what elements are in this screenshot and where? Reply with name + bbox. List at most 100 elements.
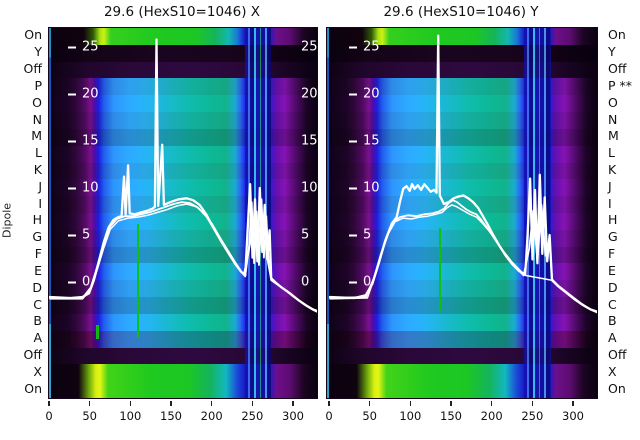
white-tick-label: 0 xyxy=(68,276,90,289)
row-label: Y xyxy=(608,43,616,59)
x-tick-mark xyxy=(409,401,412,406)
tick-number: 25 xyxy=(363,39,380,55)
row-label: X xyxy=(33,363,42,379)
white-tick-label: 0 xyxy=(349,276,371,289)
row-label: H xyxy=(608,212,618,228)
white-tick-label: 20 xyxy=(349,88,380,101)
heatmap-panel-x: 25 25 20 20 15 15 10 10 5 5 0 0 xyxy=(48,27,318,399)
row-label: N xyxy=(32,111,42,127)
row-label: J xyxy=(608,178,612,194)
row-label: E xyxy=(608,262,616,278)
row-label: C xyxy=(608,296,617,312)
tick-dash-icon xyxy=(68,140,76,142)
row-label: On xyxy=(608,27,626,43)
tick-dash-icon xyxy=(349,281,357,283)
row-label: X xyxy=(608,363,617,379)
tick-number: 0 xyxy=(82,274,91,290)
x-tick-label: 0 xyxy=(325,409,333,423)
x-tick-label: 250 xyxy=(521,409,544,423)
overlay-trace-trace-2 xyxy=(49,198,317,312)
row-label: G xyxy=(32,228,42,244)
row-label: Off xyxy=(608,346,627,362)
x-tick-mark xyxy=(48,401,50,406)
row-label: M xyxy=(31,128,42,144)
tick-dash-icon xyxy=(349,234,357,236)
row-label: On xyxy=(24,380,42,396)
tick-number: 25 xyxy=(82,39,99,55)
tick-number: 10 xyxy=(363,180,380,196)
row-label: J xyxy=(38,178,42,194)
tick-dash-icon xyxy=(68,187,76,189)
heatmap-panel-y: 25 20 15 10 5 0 xyxy=(326,27,598,399)
row-label: A xyxy=(608,329,617,345)
tick-number: 5 xyxy=(363,227,372,243)
x-tick-mark xyxy=(572,401,574,406)
row-label: B xyxy=(33,313,42,329)
row-label: G xyxy=(608,228,618,244)
tick-number: 5 xyxy=(82,227,91,243)
row-label: O xyxy=(608,94,618,110)
row-label: N xyxy=(608,111,618,127)
overlay-trace-trace-3 xyxy=(49,203,317,313)
overlay-trace-trace-main xyxy=(49,38,317,313)
x-axis-right: 0 50 100 150 200 250 300 xyxy=(325,397,596,433)
row-label: M xyxy=(608,128,619,144)
tick-dash-icon xyxy=(349,140,357,142)
right-row-label-column: On Y Off P ** O N M L K J I H G F E D C B A Off X On xyxy=(606,27,640,397)
right-panel-title: 29.6 (HexS10=1046) Y xyxy=(383,4,539,20)
row-label: P ** xyxy=(608,77,633,93)
x-tick-label: 50 xyxy=(362,409,377,423)
x-tick-label: 250 xyxy=(241,409,264,423)
x-tick-label: 200 xyxy=(480,409,503,423)
row-label: On xyxy=(608,380,626,396)
first-column-line xyxy=(327,28,329,398)
tick-dash-icon xyxy=(349,187,357,189)
tick-number: 10 xyxy=(82,180,99,196)
tick-dash-icon xyxy=(68,281,76,283)
white-tick-label: 15 xyxy=(349,135,380,148)
x-tick-mark xyxy=(450,401,452,406)
x-tick-mark xyxy=(292,401,294,406)
row-label: K xyxy=(33,161,42,177)
row-label: O xyxy=(32,94,42,110)
row-label: I xyxy=(38,195,42,211)
green-accent-mark xyxy=(95,325,99,339)
x-tick-label: 150 xyxy=(160,409,182,423)
white-tick-label-right: 20 xyxy=(301,86,318,102)
x-tick-mark xyxy=(88,401,91,406)
tick-dash-icon xyxy=(68,234,76,236)
white-tick-label: 5 xyxy=(68,229,90,242)
white-tick-label: 5 xyxy=(349,229,371,242)
row-label: F xyxy=(34,245,42,261)
x-tick-label: 200 xyxy=(200,409,223,423)
row-label: K xyxy=(608,161,617,177)
row-label: A xyxy=(33,329,42,345)
tick-number: 15 xyxy=(82,133,99,149)
white-tick-label-right: 10 xyxy=(301,180,318,196)
white-tick-label: 10 xyxy=(68,182,99,195)
x-tick-mark xyxy=(170,401,172,406)
row-label: L xyxy=(35,144,42,160)
x-tick-mark xyxy=(328,401,330,406)
x-tick-mark xyxy=(368,401,371,406)
white-tick-label-right: 15 xyxy=(301,133,318,149)
tick-dash-icon xyxy=(349,46,357,48)
x-tick-label: 300 xyxy=(282,409,304,423)
x-tick-label: 0 xyxy=(45,409,53,423)
tick-dash-icon xyxy=(68,46,76,48)
tick-dash-icon xyxy=(68,93,76,95)
overlay-trace-trace-main xyxy=(328,34,597,313)
left-row-label-column: On Y Off P O N M L K J I H G F E D C B A Off X On xyxy=(0,27,44,397)
x-tick-mark xyxy=(251,401,254,406)
left-panel-title: 29.6 (HexS10=1046) X xyxy=(103,4,261,20)
x-axis-left: 0 50 100 150 200 250 300 xyxy=(45,397,316,433)
row-label: Off xyxy=(608,60,627,76)
row-label: B xyxy=(608,313,617,329)
row-label: D xyxy=(608,279,618,295)
row-label: E xyxy=(34,262,42,278)
white-tick-label-right: 0 xyxy=(301,274,310,290)
overlay-lines-y xyxy=(328,34,597,314)
x-tick-label: 150 xyxy=(440,409,462,423)
x-tick-label: 100 xyxy=(119,409,142,423)
